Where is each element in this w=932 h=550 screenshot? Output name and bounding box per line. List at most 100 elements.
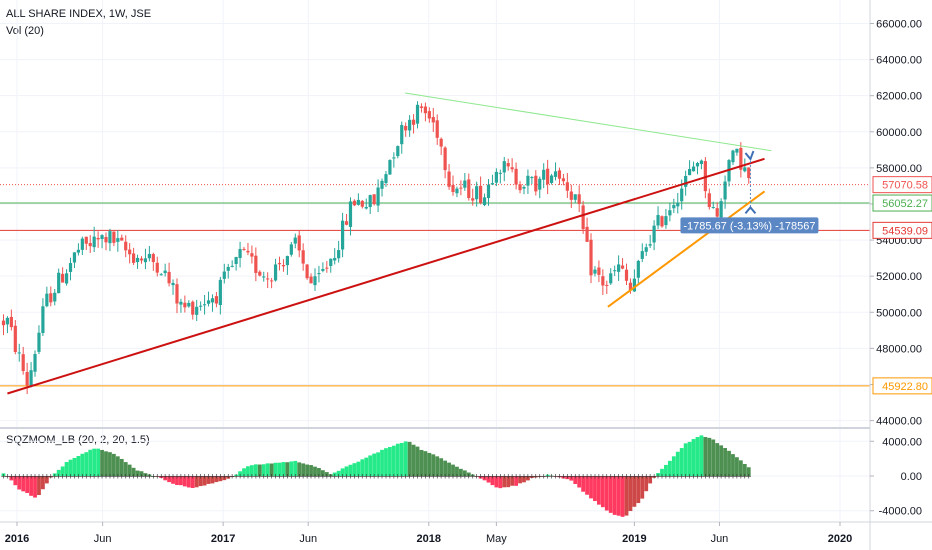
squeeze-dot: + [387, 472, 392, 482]
squeeze-dot: + [383, 472, 388, 482]
squeeze-dot: + [194, 472, 199, 482]
squeeze-dot: + [80, 472, 85, 482]
price-axis[interactable]: 44000.0046000.0048000.0050000.0052000.00… [870, 18, 932, 518]
price-label-text: 56052.27 [882, 198, 928, 210]
candle-body [167, 271, 171, 284]
candle-body [96, 237, 100, 240]
candlesticks [1, 101, 751, 394]
momentum-bar [474, 476, 479, 477]
squeeze-dot: + [711, 472, 716, 482]
squeeze-dot: + [68, 472, 73, 482]
momentum-bar [533, 476, 538, 478]
momentum-bar [25, 476, 30, 493]
momentum-bar [210, 476, 215, 484]
squeeze-dot: + [474, 472, 479, 482]
momentum-bar [127, 464, 132, 476]
squeeze-dot: + [127, 472, 132, 482]
squeeze-dot: + [517, 472, 522, 482]
squeeze-dot: + [21, 472, 26, 482]
momentum-bar [309, 465, 313, 476]
momentum-bar [68, 459, 73, 476]
squeeze-dot: + [679, 472, 684, 482]
squeeze-dot: + [28, 472, 33, 482]
squeeze-dot: + [285, 472, 290, 482]
grid-lines [0, 0, 870, 522]
squeeze-dot: + [297, 472, 302, 482]
candle-body [183, 302, 187, 308]
squeeze-dot: + [490, 472, 495, 482]
momentum-bar [348, 464, 353, 476]
momentum-bar [667, 460, 672, 476]
squeeze-dot: + [103, 472, 108, 482]
candle-body [628, 282, 633, 291]
oscillator-label: SQZMOM_LB (20, 2, 20, 1.5) [6, 434, 150, 446]
candle-body [202, 304, 207, 306]
momentum-bar [111, 453, 116, 476]
momentum-bar [182, 476, 187, 487]
time-tick-label: 2016 [5, 533, 29, 545]
squeeze-dot: + [442, 472, 447, 482]
candle-body [546, 168, 550, 185]
momentum-bar [451, 464, 455, 476]
candle-body [368, 195, 372, 208]
momentum-bar [644, 476, 649, 492]
momentum-bar [92, 448, 97, 476]
price-tick-label: 60000.00 [876, 127, 922, 139]
squeeze-dot: + [569, 472, 574, 482]
candle-body [88, 243, 92, 247]
candle-body [376, 187, 380, 206]
symbol-title: ALL SHARE INDEX, 1W, JSE [6, 8, 152, 20]
candle-body [273, 264, 278, 281]
momentum-bar [498, 476, 503, 489]
squeeze-dot: + [95, 472, 100, 482]
squeeze-dot: + [557, 472, 562, 482]
time-axis[interactable]: 2016 Jun 2017 Jun 2018 May 2019 Jun 2020 [5, 522, 852, 545]
candle-body [37, 332, 41, 352]
candle-body [49, 293, 53, 303]
squeeze-dot: + [411, 472, 416, 482]
momentum-bar [545, 474, 550, 476]
candle-body [514, 168, 518, 185]
momentum-bar [494, 476, 499, 488]
squeeze-dot: + [368, 472, 373, 482]
momentum-bar [443, 460, 448, 476]
squeeze-dot: + [620, 472, 625, 482]
momentum-bar [703, 437, 708, 476]
momentum-bar [167, 476, 171, 483]
squeeze-dot: + [592, 472, 597, 482]
squeeze-dot: + [186, 472, 191, 482]
momentum-bar [687, 441, 692, 476]
squeeze-dot: + [340, 472, 345, 482]
candle-body [360, 200, 364, 207]
momentum-bar [159, 476, 164, 478]
squeeze-dot: + [379, 472, 384, 482]
measurement-tool[interactable]: -1785.67 (-3.13%) -178567 [680, 150, 819, 234]
momentum-bar [151, 475, 156, 477]
squeeze-dot: + [450, 472, 455, 482]
candle-body [171, 282, 175, 286]
momentum-bar [52, 473, 57, 476]
momentum-bar [320, 470, 325, 476]
candle-body [723, 181, 727, 200]
momentum-bar [104, 451, 108, 476]
time-tick-label: Jun [711, 533, 729, 545]
candle-body [41, 306, 45, 334]
squeeze-dot: + [312, 472, 317, 482]
squeeze-dot: + [44, 472, 49, 482]
candle-body [455, 188, 459, 194]
candle-body [510, 167, 514, 170]
momentum-bar [715, 443, 720, 476]
candle-body [419, 106, 424, 108]
momentum-bar [549, 475, 554, 477]
squeeze-dot: + [730, 472, 735, 482]
squeeze-dot: + [719, 472, 724, 482]
momentum-bar [131, 467, 136, 476]
squeeze-dot: + [663, 472, 668, 482]
momentum-bar [431, 454, 436, 476]
squeeze-dot: + [222, 472, 227, 482]
candle-body [61, 273, 65, 283]
momentum-bar [455, 466, 459, 476]
squeeze-dot: + [245, 472, 250, 482]
squeeze-dot: + [636, 472, 641, 482]
